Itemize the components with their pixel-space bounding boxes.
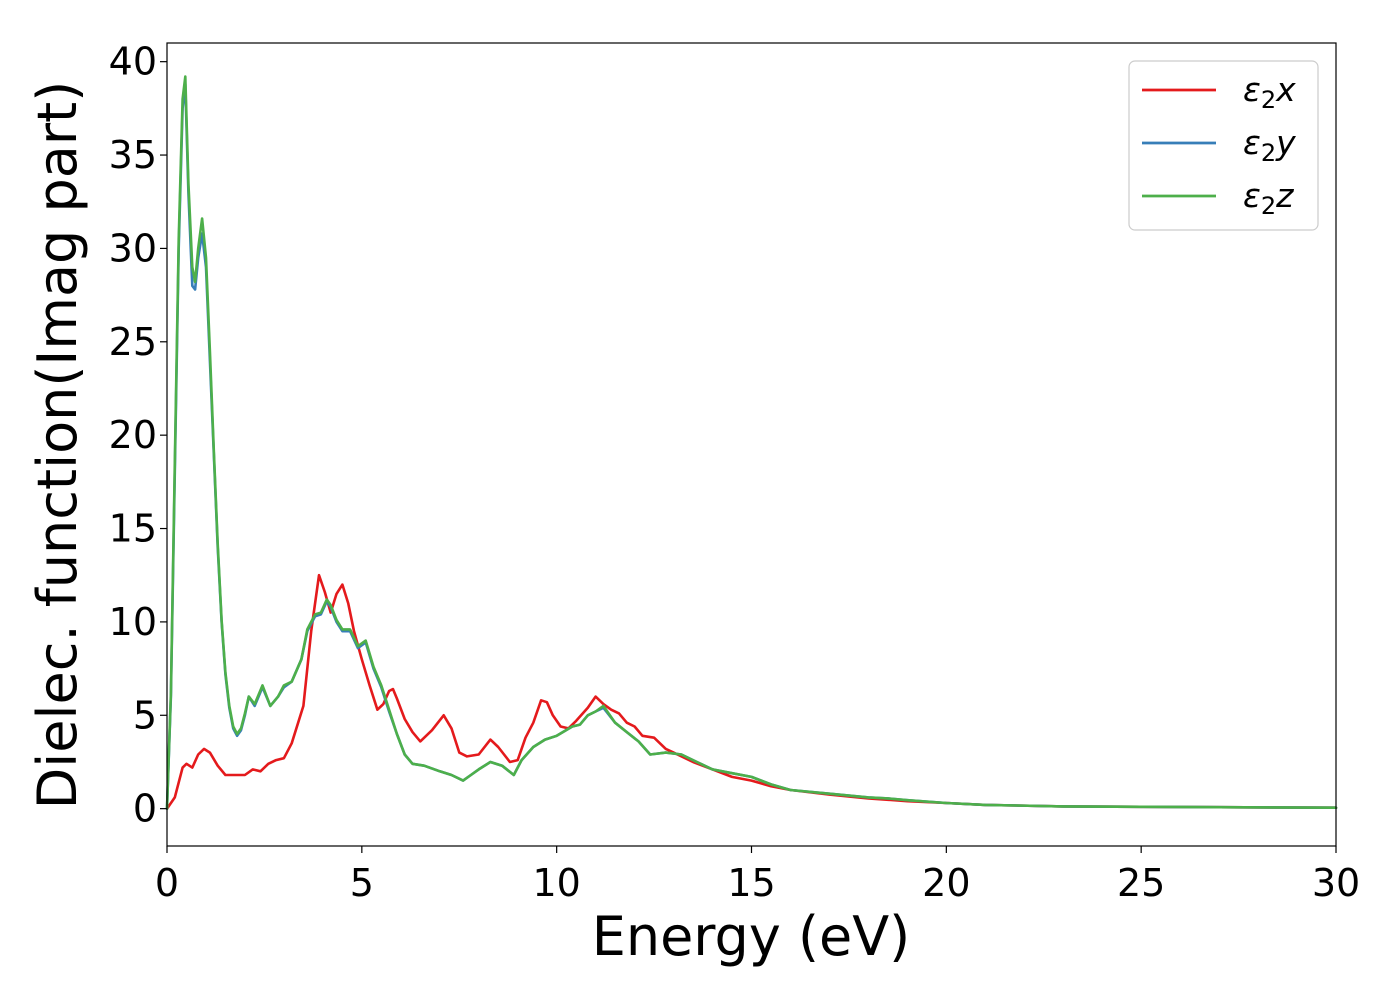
y-tick-label: 15: [109, 507, 157, 551]
x-tick-label: 30: [1312, 861, 1360, 905]
y-tick-label: 10: [109, 600, 157, 644]
y-axis-ticks: 0 5 10 15 20 25 30 35 40: [109, 40, 167, 831]
legend: ε2x ε2y ε2z: [1128, 60, 1319, 231]
y-tick-label: 20: [109, 413, 157, 457]
legend-box: [1128, 60, 1319, 231]
plot-lines: [165, 75, 1338, 811]
legend-label-x: ε2x: [1243, 70, 1296, 114]
x-tick-label: 20: [922, 861, 970, 905]
x-tick-label: 15: [727, 861, 775, 905]
legend-label-y: ε2y: [1243, 123, 1296, 167]
x-tick-label: 10: [532, 861, 580, 905]
y-tick-label: 5: [133, 693, 157, 737]
x-axis-title: Energy (eV): [592, 905, 911, 968]
x-axis-ticks: 0 5 10 15 20 25 30: [155, 846, 1360, 905]
legend-label-z: ε2z: [1243, 176, 1294, 220]
y-axis-title: Dielec. function(Imag part): [26, 81, 89, 810]
y-tick-label: 25: [109, 320, 157, 364]
y-tick-label: 0: [133, 787, 157, 831]
series-line-z: [165, 75, 1338, 811]
y-tick-label: 35: [109, 133, 157, 177]
x-tick-label: 25: [1117, 861, 1165, 905]
y-tick-label: 40: [109, 40, 157, 84]
x-tick-label: 0: [155, 861, 179, 905]
x-tick-label: 5: [350, 861, 374, 905]
y-tick-label: 30: [109, 226, 157, 270]
